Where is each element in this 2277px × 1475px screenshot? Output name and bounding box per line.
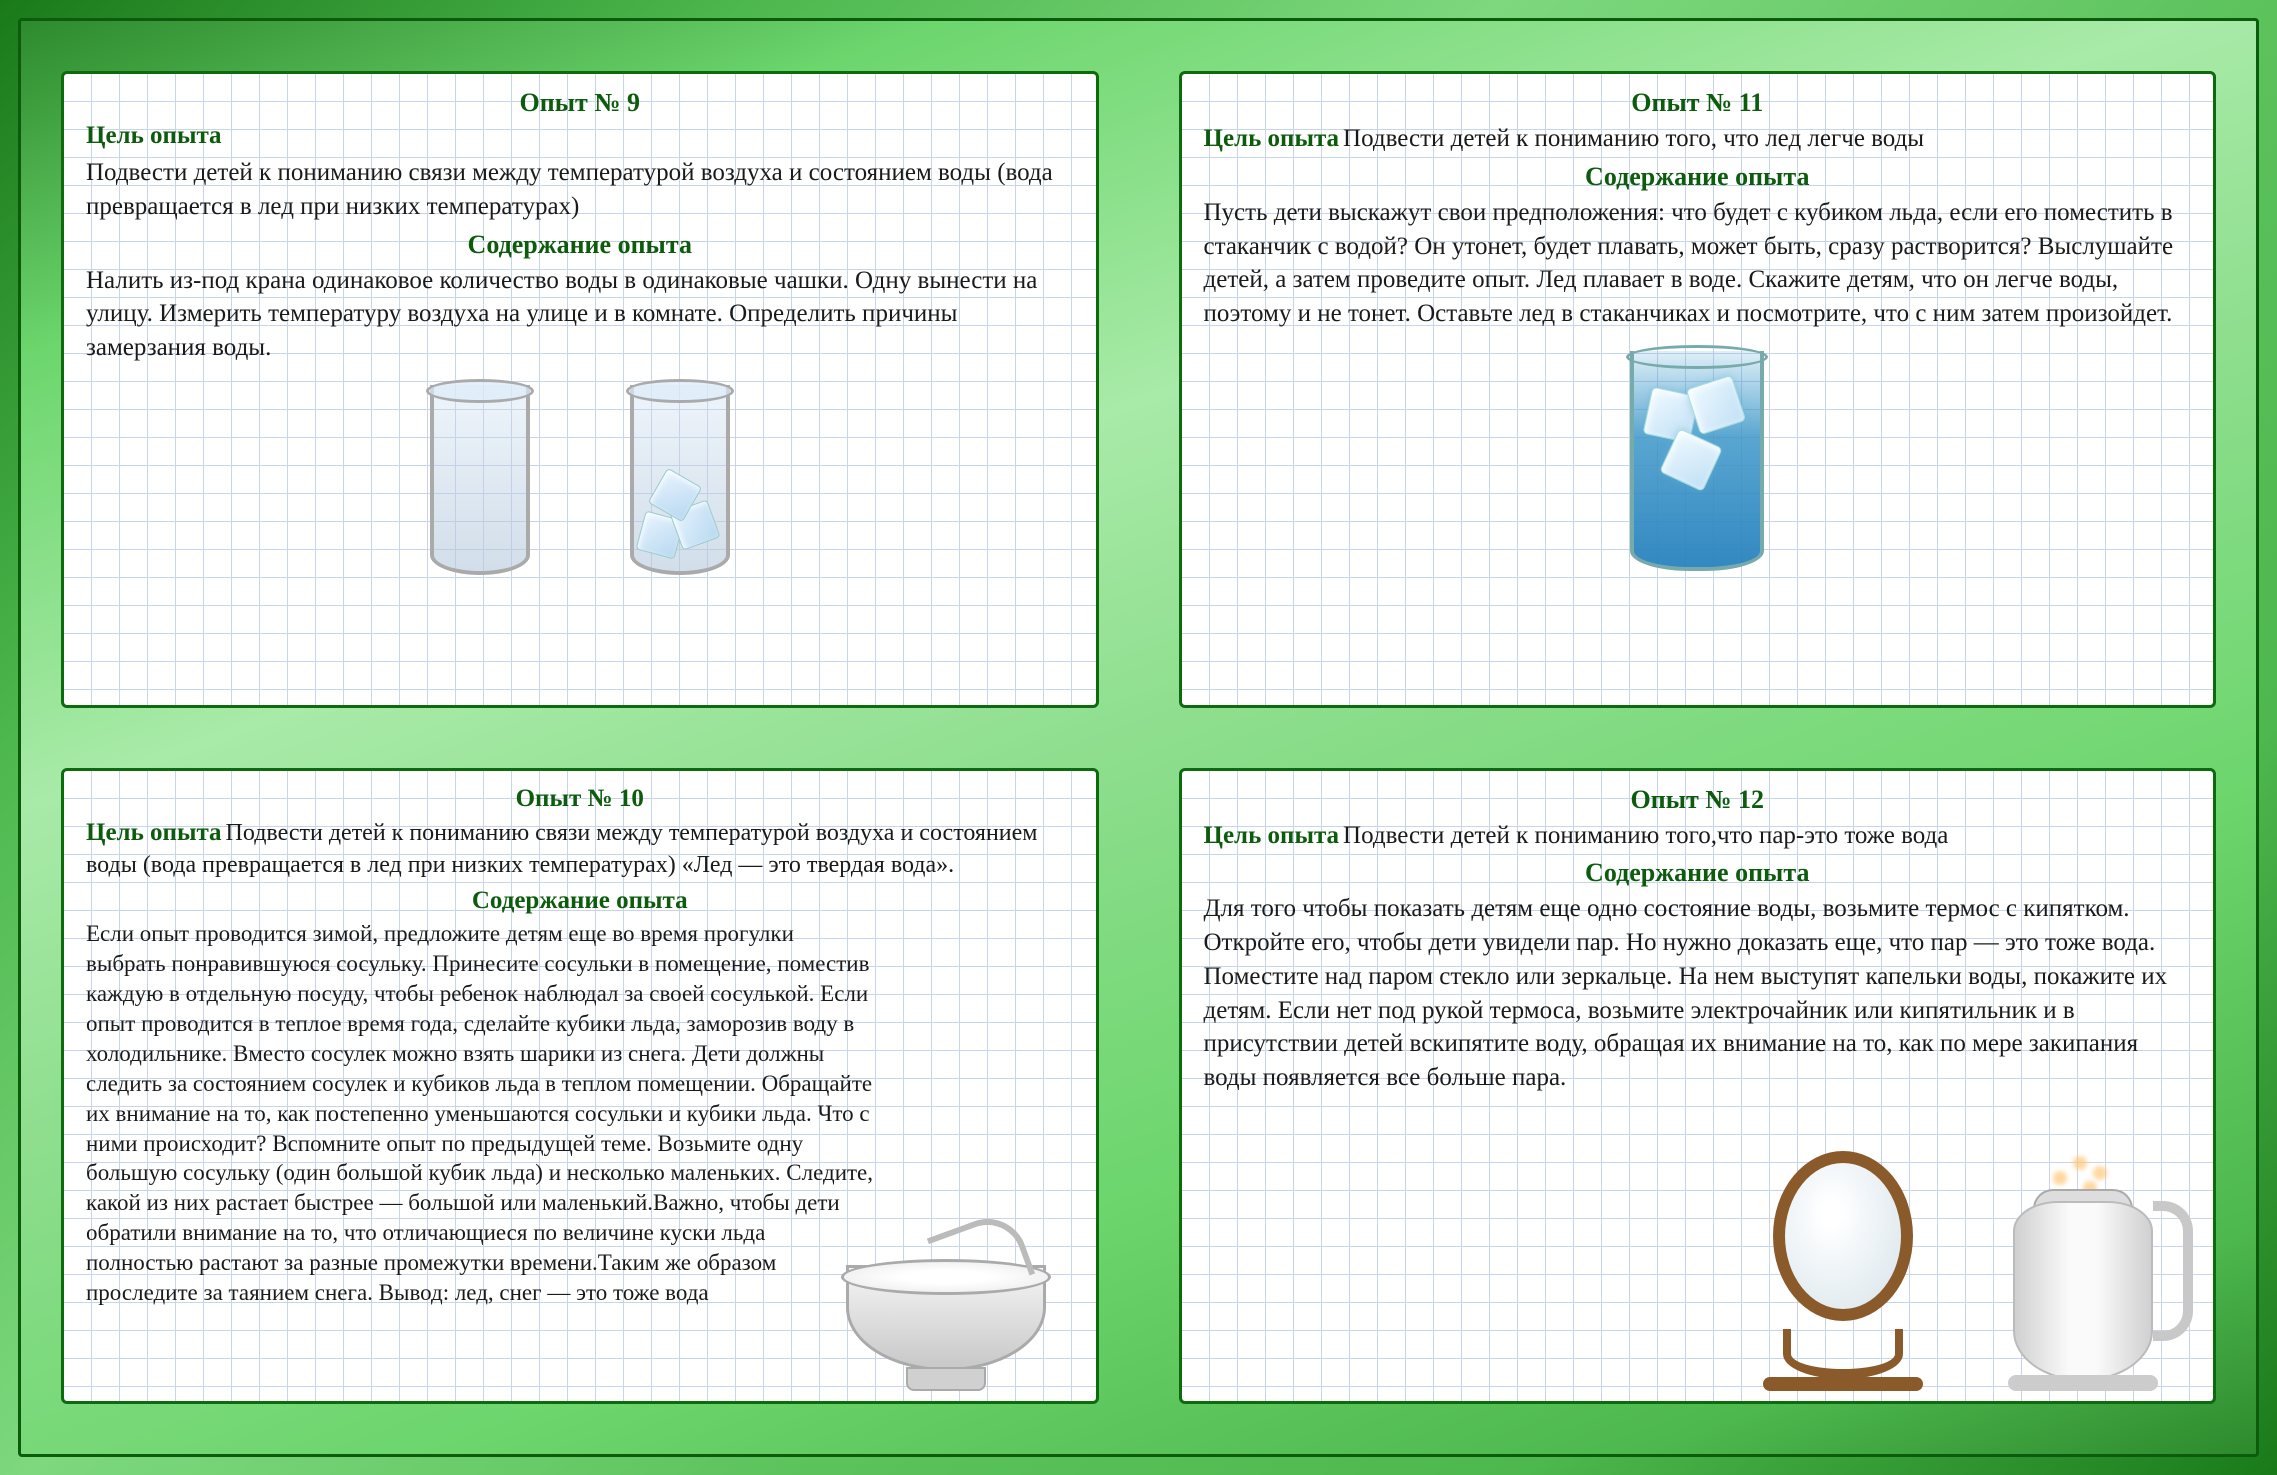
- content-text: Налить из-под крана одинаковое количеств…: [86, 264, 1074, 365]
- card-images: [86, 385, 1074, 575]
- page-frame: Опыт № 9 Цель опыта Подвести детей к пон…: [18, 18, 2259, 1457]
- experiment-card-10: Опыт № 10 Цель опыта Подвести детей к по…: [61, 768, 1099, 1405]
- goal-text-inline: Подвести детей к пониманию связи между т…: [86, 820, 1037, 878]
- card-images: [1204, 351, 2192, 571]
- experiment-card-9: Опыт № 9 Цель опыта Подвести детей к пон…: [61, 71, 1099, 708]
- goal-line: Цель опыта Подвести детей к пониманию то…: [1204, 122, 2192, 156]
- card-title: Опыт № 11: [1204, 88, 2192, 118]
- goal-line: Цель опыта: [86, 122, 1074, 150]
- glass-water-with-ice-icon: [1622, 351, 1772, 571]
- card-images: [1753, 1151, 2193, 1391]
- goal-text-inline: Подвести детей к пониманию того, что лед…: [1343, 125, 1924, 152]
- experiment-card-12: Опыт № 12 Цель опыта Подвести детей к по…: [1179, 768, 2217, 1405]
- goal-label: Цель опыта: [86, 122, 222, 149]
- card-title: Опыт № 9: [86, 88, 1074, 118]
- goal-text: Подвести детей к пониманию связи между т…: [86, 156, 1074, 224]
- glass-of-water-icon: [420, 385, 540, 575]
- goal-label: Цель опыта: [1204, 822, 1340, 849]
- goal-line: Цель опыта Подвести детей к пониманию св…: [86, 817, 1074, 882]
- card-images: [836, 1231, 1056, 1391]
- metal-bowl-icon: [836, 1231, 1056, 1391]
- goal-line: Цель опыта Подвести детей к пониманию то…: [1204, 819, 2192, 853]
- content-section-title: Содержание опыта: [1204, 858, 2192, 888]
- mirror-icon: [1753, 1151, 1933, 1391]
- goal-label: Цель опыта: [86, 819, 222, 846]
- content-text: Для того чтобы показать детям еще одно с…: [1204, 892, 2192, 1095]
- content-section-title: Содержание опыта: [1204, 162, 2192, 192]
- glass-with-ice-icon: [620, 385, 740, 575]
- kettle-icon: [1993, 1151, 2193, 1391]
- goal-label: Цель опыта: [1204, 125, 1340, 152]
- card-title: Опыт № 12: [1204, 785, 2192, 815]
- goal-text-inline: Подвести детей к пониманию того,что пар-…: [1343, 822, 1948, 849]
- content-section-title: Содержание опыта: [86, 887, 1074, 915]
- content-text: Пусть дети выскажут свои предположения: …: [1204, 196, 2192, 331]
- content-section-title: Содержание опыта: [86, 230, 1074, 260]
- cards-grid: Опыт № 9 Цель опыта Подвести детей к пон…: [21, 21, 2256, 1454]
- card-title: Опыт № 10: [86, 785, 1074, 813]
- experiment-card-11: Опыт № 11 Цель опыта Подвести детей к по…: [1179, 71, 2217, 708]
